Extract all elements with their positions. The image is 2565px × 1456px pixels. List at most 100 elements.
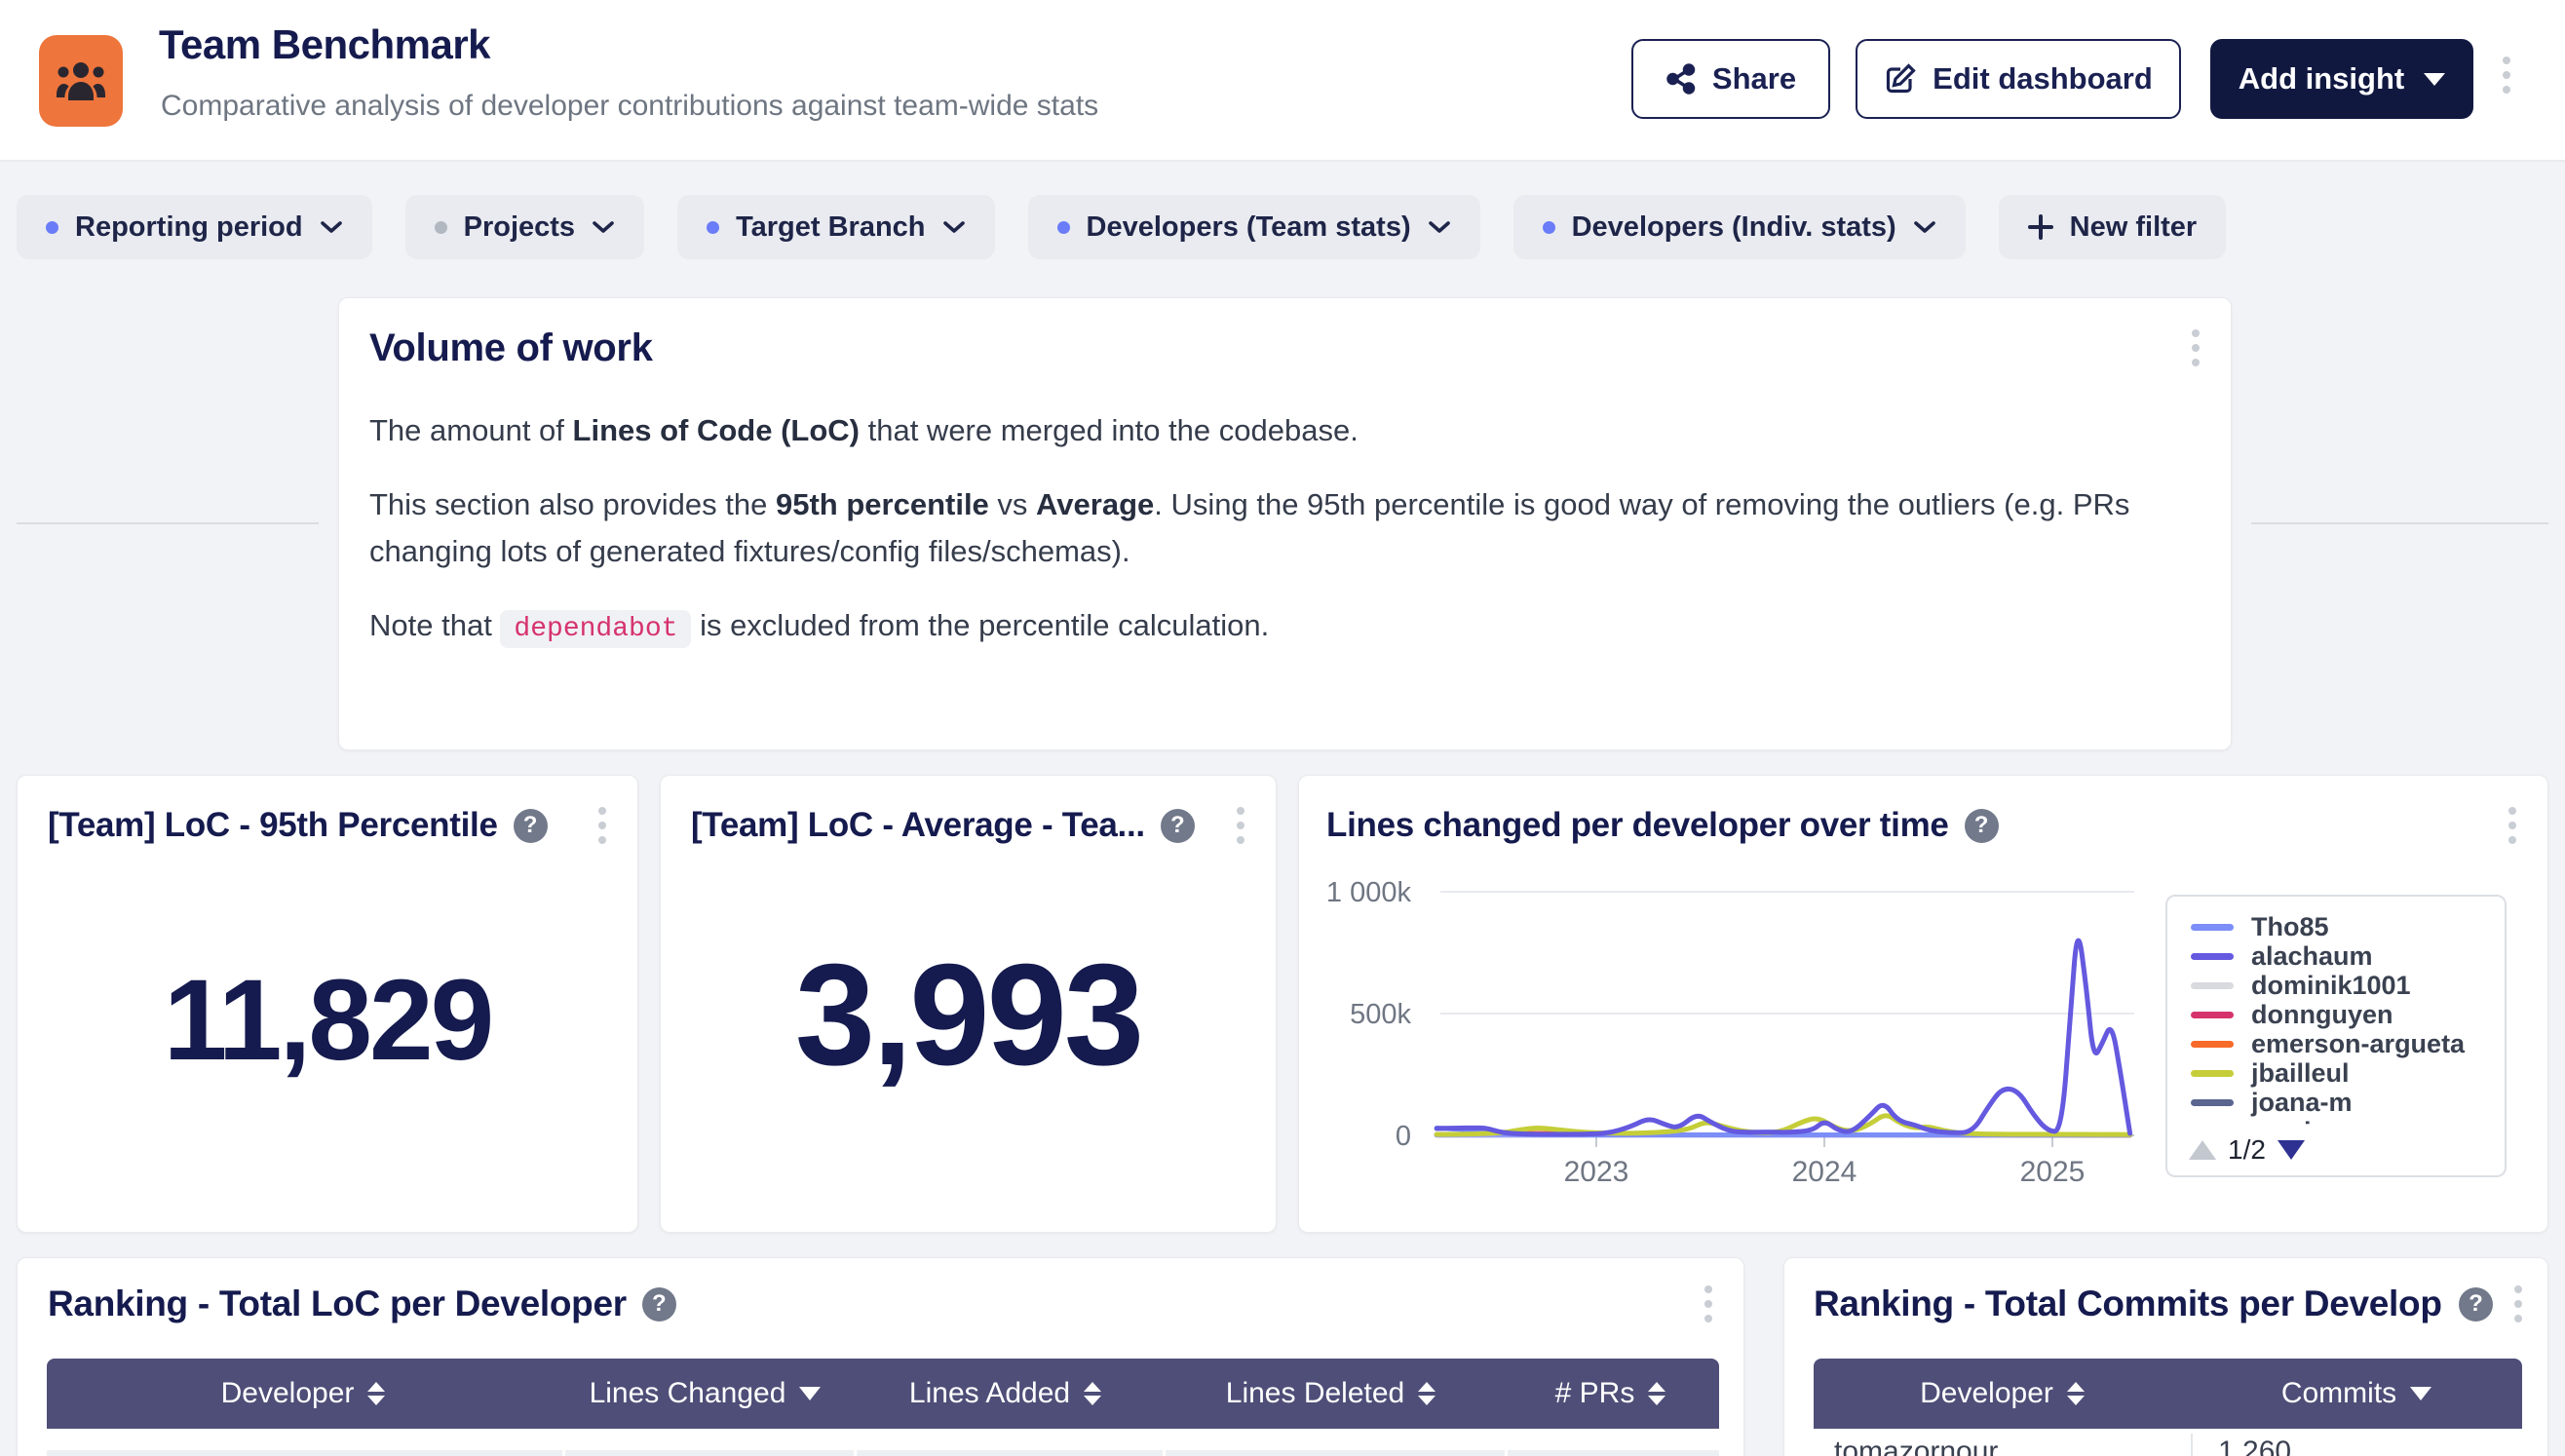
filter-pill-developers-team-stats-[interactable]: Developers (Team stats): [1028, 195, 1480, 259]
column-header-lines-added[interactable]: Lines Added: [851, 1359, 1160, 1429]
text-bold: 95th percentile: [776, 487, 989, 521]
share-button[interactable]: Share: [1631, 39, 1830, 119]
svg-text:0: 0: [1396, 1121, 1411, 1152]
column-header-developer[interactable]: Developer: [47, 1359, 559, 1429]
legend-item-mexico[interactable]: mexico: [2191, 1117, 2495, 1125]
stat-card-menu[interactable]: [1231, 801, 1250, 850]
new-filter-button[interactable]: New filter: [1999, 195, 2227, 259]
team-people-icon: [56, 57, 106, 104]
volume-of-work-card: Volume of work The amount of Lines of Co…: [338, 297, 2232, 750]
legend-color-swatch: [2191, 1070, 2234, 1077]
share-button-label: Share: [1712, 61, 1796, 96]
column-header-commits[interactable]: Commits: [2191, 1359, 2522, 1429]
svg-text:2025: 2025: [2020, 1156, 2086, 1188]
legend-series-name: emerson-argueta: [2251, 1029, 2465, 1059]
new-filter-label: New filter: [2070, 211, 2198, 244]
section-divider-right: [2251, 522, 2548, 524]
column-header-label: # PRs: [1555, 1377, 1635, 1410]
svg-text:500k: 500k: [1350, 999, 1411, 1030]
page-title: Team Benchmark: [159, 21, 490, 68]
text-bold: Average: [1036, 487, 1154, 521]
stat-card-title: [Team] LoC - Average - Tea...: [691, 806, 1145, 845]
chart-legend-pagination: 1/2: [2189, 1134, 2305, 1166]
plus-icon: [2028, 214, 2053, 240]
loc-table-row[interactable]: [47, 1450, 1719, 1456]
chevron-down-icon: [1913, 220, 1936, 234]
stat-card-average: [Team] LoC - Average - Tea... ? 3,993: [660, 775, 1277, 1233]
legend-item-dominik1001[interactable]: dominik1001: [2191, 971, 2495, 1000]
filter-status-dot: [707, 221, 719, 234]
legend-color-swatch: [2191, 924, 2234, 931]
sort-icon: [1648, 1382, 1665, 1405]
legend-item-alachaum[interactable]: alachaum: [2191, 941, 2495, 971]
dashboard-page: Team Benchmark Comparative analysis of d…: [0, 0, 2565, 1456]
help-icon[interactable]: ?: [1965, 809, 1999, 843]
add-insight-button[interactable]: Add insight: [2210, 39, 2473, 119]
ranking-loc-menu[interactable]: [1699, 1280, 1718, 1328]
column-header-label: Developer: [1920, 1377, 2053, 1410]
column-header-lines-changed[interactable]: Lines Changed: [559, 1359, 851, 1429]
legend-item-donnguyen[interactable]: donnguyen: [2191, 1000, 2495, 1029]
edit-dashboard-button[interactable]: Edit dashboard: [1856, 39, 2181, 119]
legend-color-swatch: [2191, 982, 2234, 989]
legend-item-joana-m[interactable]: joana-m: [2191, 1088, 2495, 1117]
legend-color-swatch: [2191, 1099, 2234, 1106]
text: vs: [989, 487, 1036, 521]
filter-pill-projects[interactable]: Projects: [405, 195, 644, 259]
filter-pill-reporting-period[interactable]: Reporting period: [17, 195, 372, 259]
column-header-lines-deleted[interactable]: Lines Deleted: [1160, 1359, 1502, 1429]
text: Note that: [369, 608, 500, 642]
text-bold: Lines of Code (LoC): [573, 413, 860, 447]
sort-icon: [2067, 1382, 2085, 1405]
column-divider: [2191, 1434, 2193, 1456]
legend-page-down-icon[interactable]: [2278, 1140, 2305, 1160]
chevron-down-icon: [942, 220, 966, 234]
legend-series-name: dominik1001: [2251, 971, 2411, 1001]
legend-series-name: jbailleul: [2251, 1058, 2350, 1089]
column-header--prs[interactable]: # PRs: [1502, 1359, 1719, 1429]
help-icon[interactable]: ?: [1161, 809, 1195, 843]
legend-color-swatch: [2191, 953, 2234, 960]
legend-color-swatch: [2191, 1041, 2234, 1048]
svg-text:2024: 2024: [1792, 1156, 1857, 1188]
stat-value: 3,993: [661, 943, 1276, 1088]
column-header-label: Lines Deleted: [1226, 1377, 1404, 1410]
dashboard-logo: [39, 35, 123, 127]
stat-card-menu[interactable]: [593, 801, 612, 850]
column-header-developer[interactable]: Developer: [1814, 1359, 2191, 1429]
dependabot-code-chip: dependabot: [500, 610, 691, 648]
svg-text:2023: 2023: [1564, 1156, 1629, 1188]
text: that were merged into the codebase.: [860, 413, 1359, 447]
filter-pill-label: Developers (Team stats): [1087, 211, 1411, 244]
legend-page-up-icon[interactable]: [2189, 1140, 2216, 1160]
help-icon[interactable]: ?: [642, 1287, 676, 1322]
ranking-loc-title: Ranking - Total LoC per Developer: [48, 1284, 627, 1324]
legend-item-emerson-argueta[interactable]: emerson-argueta: [2191, 1029, 2495, 1058]
legend-series-name: alachaum: [2251, 941, 2373, 972]
ranking-commits-menu[interactable]: [2508, 1280, 2528, 1328]
chart-legend: Tho85alachaumdominik1001donnguyenemerson…: [2165, 895, 2507, 1177]
filter-pill-label: Projects: [464, 211, 575, 244]
help-icon[interactable]: ?: [2459, 1287, 2493, 1322]
filter-pill-label: Reporting period: [75, 211, 303, 244]
stat-value: 11,829: [18, 963, 637, 1078]
column-header-label: Lines Changed: [590, 1377, 786, 1410]
chevron-down-icon: [592, 220, 615, 234]
table-cell-commits: 1,260: [2218, 1436, 2291, 1456]
table-cell-developer[interactable]: tomazornour: [1834, 1436, 1998, 1456]
header-more-menu[interactable]: [2497, 51, 2516, 99]
ranking-loc-card: Ranking - Total LoC per Developer ? Deve…: [17, 1257, 1744, 1456]
legend-series-name: joana-m: [2251, 1088, 2353, 1118]
legend-item-Tho85[interactable]: Tho85: [2191, 912, 2495, 941]
filter-pill-developers-indiv-stats-[interactable]: Developers (Indiv. stats): [1513, 195, 1966, 259]
help-icon[interactable]: ?: [514, 809, 548, 843]
sort-icon: [367, 1382, 385, 1405]
column-header-label: Lines Added: [909, 1377, 1070, 1410]
column-header-label: Commits: [2281, 1377, 2396, 1410]
filter-pill-target-branch[interactable]: Target Branch: [677, 195, 994, 259]
edit-dashboard-button-label: Edit dashboard: [1933, 61, 2153, 96]
chart-card-menu[interactable]: [2503, 801, 2522, 850]
volume-card-menu[interactable]: [2186, 324, 2205, 372]
section-divider-left: [17, 522, 319, 524]
legend-item-jbailleul[interactable]: jbailleul: [2191, 1058, 2495, 1088]
